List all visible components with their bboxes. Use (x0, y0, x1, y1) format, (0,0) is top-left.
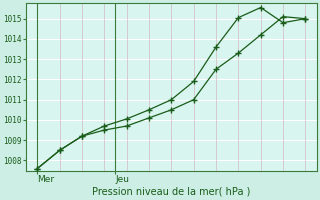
X-axis label: Pression niveau de la mer( hPa ): Pression niveau de la mer( hPa ) (92, 187, 251, 197)
